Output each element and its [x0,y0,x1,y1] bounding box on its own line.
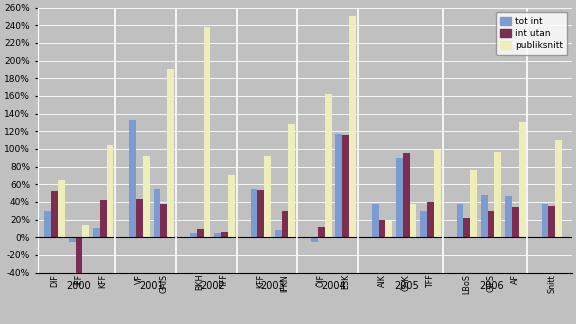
Bar [100,200,107,237]
Legend: tot int, int utan, publiksnitt: tot int, int utan, publiksnitt [496,12,567,55]
Bar [154,189,160,237]
Text: 2003: 2003 [260,281,285,291]
Bar [130,120,136,237]
Bar [93,228,100,237]
Bar [228,175,234,237]
Bar [160,204,167,237]
Bar [289,124,295,237]
Bar [143,156,150,237]
Bar [505,196,512,237]
Bar [396,158,403,237]
Bar [190,233,197,237]
Text: 2004: 2004 [321,281,346,291]
Bar [214,233,221,237]
Bar [335,134,342,237]
Bar [197,229,203,237]
Bar [548,206,555,237]
Bar [82,225,89,237]
Bar [167,69,174,237]
Bar [481,195,488,237]
Bar [410,204,416,237]
Bar [434,150,441,237]
Bar [378,220,385,237]
Bar [470,170,477,237]
Text: 2001: 2001 [139,281,164,291]
Bar [58,180,65,237]
Bar [403,153,410,237]
Text: 2000: 2000 [67,281,91,291]
Bar [311,237,318,242]
Bar [519,122,525,237]
Text: 2002: 2002 [200,281,225,291]
Bar [427,202,434,237]
Bar [203,27,210,237]
Bar [264,156,271,237]
Bar [488,211,494,237]
Bar [282,211,289,237]
Bar [420,211,427,237]
Bar [555,140,562,237]
Bar [221,232,228,237]
Bar [342,135,349,237]
Bar [257,191,264,237]
Bar [464,218,470,237]
Bar [349,17,356,237]
Bar [107,145,113,237]
Text: 2006: 2006 [479,281,503,291]
Bar [251,189,257,237]
Bar [51,191,58,237]
Bar [494,152,501,237]
Bar [136,199,143,237]
Text: 2005: 2005 [394,281,419,291]
Bar [44,211,51,237]
Bar [275,230,282,237]
Bar [372,204,378,237]
Bar [457,204,464,237]
Bar [69,237,75,242]
Bar [325,94,332,237]
Bar [541,204,548,237]
Bar [385,221,392,237]
Bar [318,226,325,237]
Bar [512,207,519,237]
Bar [75,237,82,272]
